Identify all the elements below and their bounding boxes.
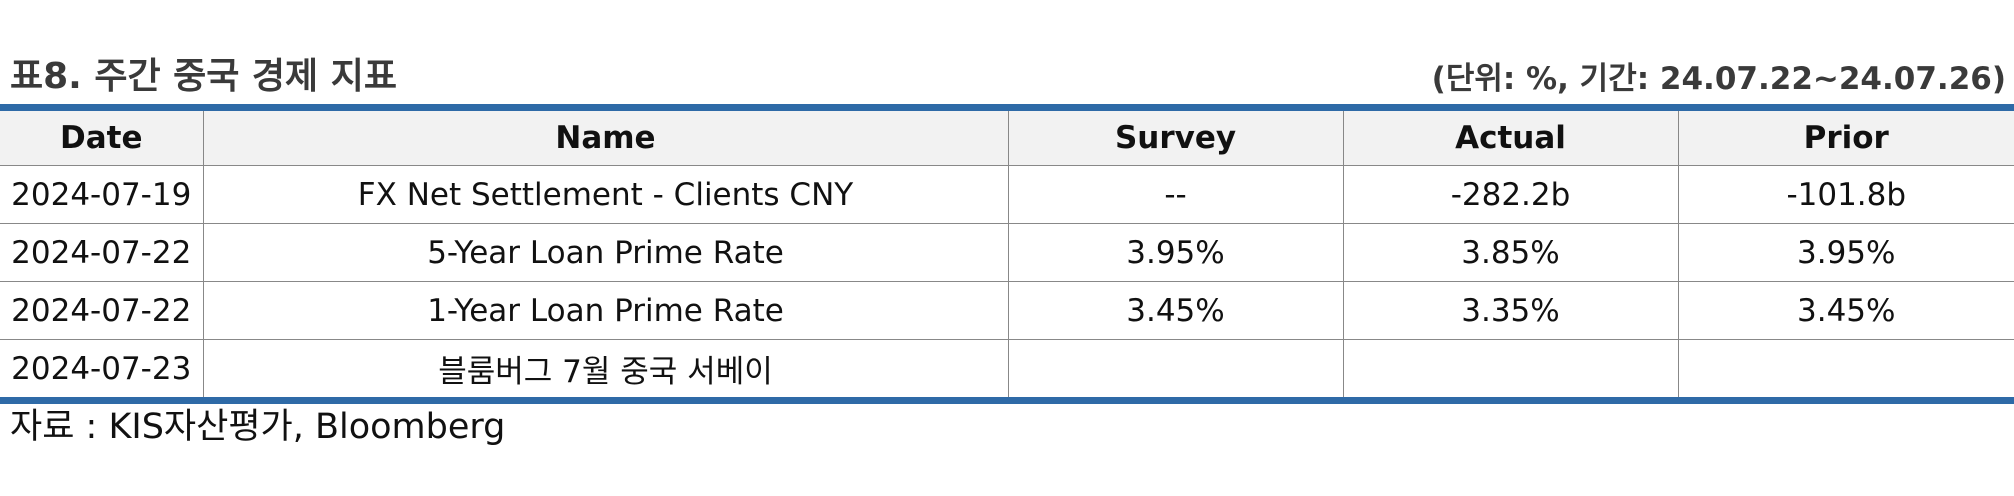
source-note: 자료 : KIS자산평가, Bloomberg xyxy=(10,407,506,447)
cell-survey: 3.95% xyxy=(1007,223,1343,282)
cell-name: 1-Year Loan Prime Rate xyxy=(202,281,1008,340)
cell-date: 2024-07-22 xyxy=(0,223,203,282)
table-title: 표8. 주간 중국 경제 지표 xyxy=(10,56,397,97)
table-row: 2024-07-22 5-Year Loan Prime Rate 3.95% … xyxy=(0,223,2014,282)
table-header-row: Date Name Survey Actual Prior xyxy=(0,111,2014,166)
cell-prior: 3.95% xyxy=(1677,223,2014,282)
column-header-name: Name xyxy=(202,111,1008,166)
cell-actual: -282.2b xyxy=(1342,165,1678,224)
cell-actual xyxy=(1342,339,1678,397)
title-row: 표8. 주간 중국 경제 지표 (단위: %, 기간: 24.07.22~24.… xyxy=(10,52,2006,102)
economic-indicators-table: Date Name Survey Actual Prior 2024-07-19… xyxy=(0,111,2014,397)
cell-prior: 3.45% xyxy=(1677,281,2014,340)
column-header-date: Date xyxy=(0,111,203,166)
cell-actual: 3.35% xyxy=(1342,281,1678,340)
table-row: 2024-07-23 블룸버그 7월 중국 서베이 xyxy=(0,339,2014,397)
cell-survey: -- xyxy=(1007,165,1343,224)
column-header-prior: Prior xyxy=(1677,111,2014,166)
table-row: 2024-07-22 1-Year Loan Prime Rate 3.45% … xyxy=(0,281,2014,340)
cell-prior xyxy=(1677,339,2014,397)
cell-date: 2024-07-23 xyxy=(11,350,192,387)
cell-prior: -101.8b xyxy=(1677,165,2014,224)
cell-name: 블룸버그 7월 중국 서베이 xyxy=(202,339,1008,397)
cell-survey: 3.45% xyxy=(1007,281,1343,340)
cell-date: 2024-07-19 xyxy=(0,165,203,224)
column-header-survey: Survey xyxy=(1007,111,1343,166)
cell-actual: 3.85% xyxy=(1342,223,1678,282)
cell-name: FX Net Settlement - Clients CNY xyxy=(202,165,1008,224)
unit-note: (단위: %, 기간: 24.07.22~24.07.26) xyxy=(1431,61,2006,97)
data-table-container: Date Name Survey Actual Prior 2024-07-19… xyxy=(0,104,2014,404)
cell-survey xyxy=(1007,339,1343,397)
table-row: 2024-07-19 FX Net Settlement - Clients C… xyxy=(0,165,2014,224)
cell-date: 2024-07-22 xyxy=(0,281,203,340)
cell-name: 5-Year Loan Prime Rate xyxy=(202,223,1008,282)
column-header-actual: Actual xyxy=(1342,111,1678,166)
